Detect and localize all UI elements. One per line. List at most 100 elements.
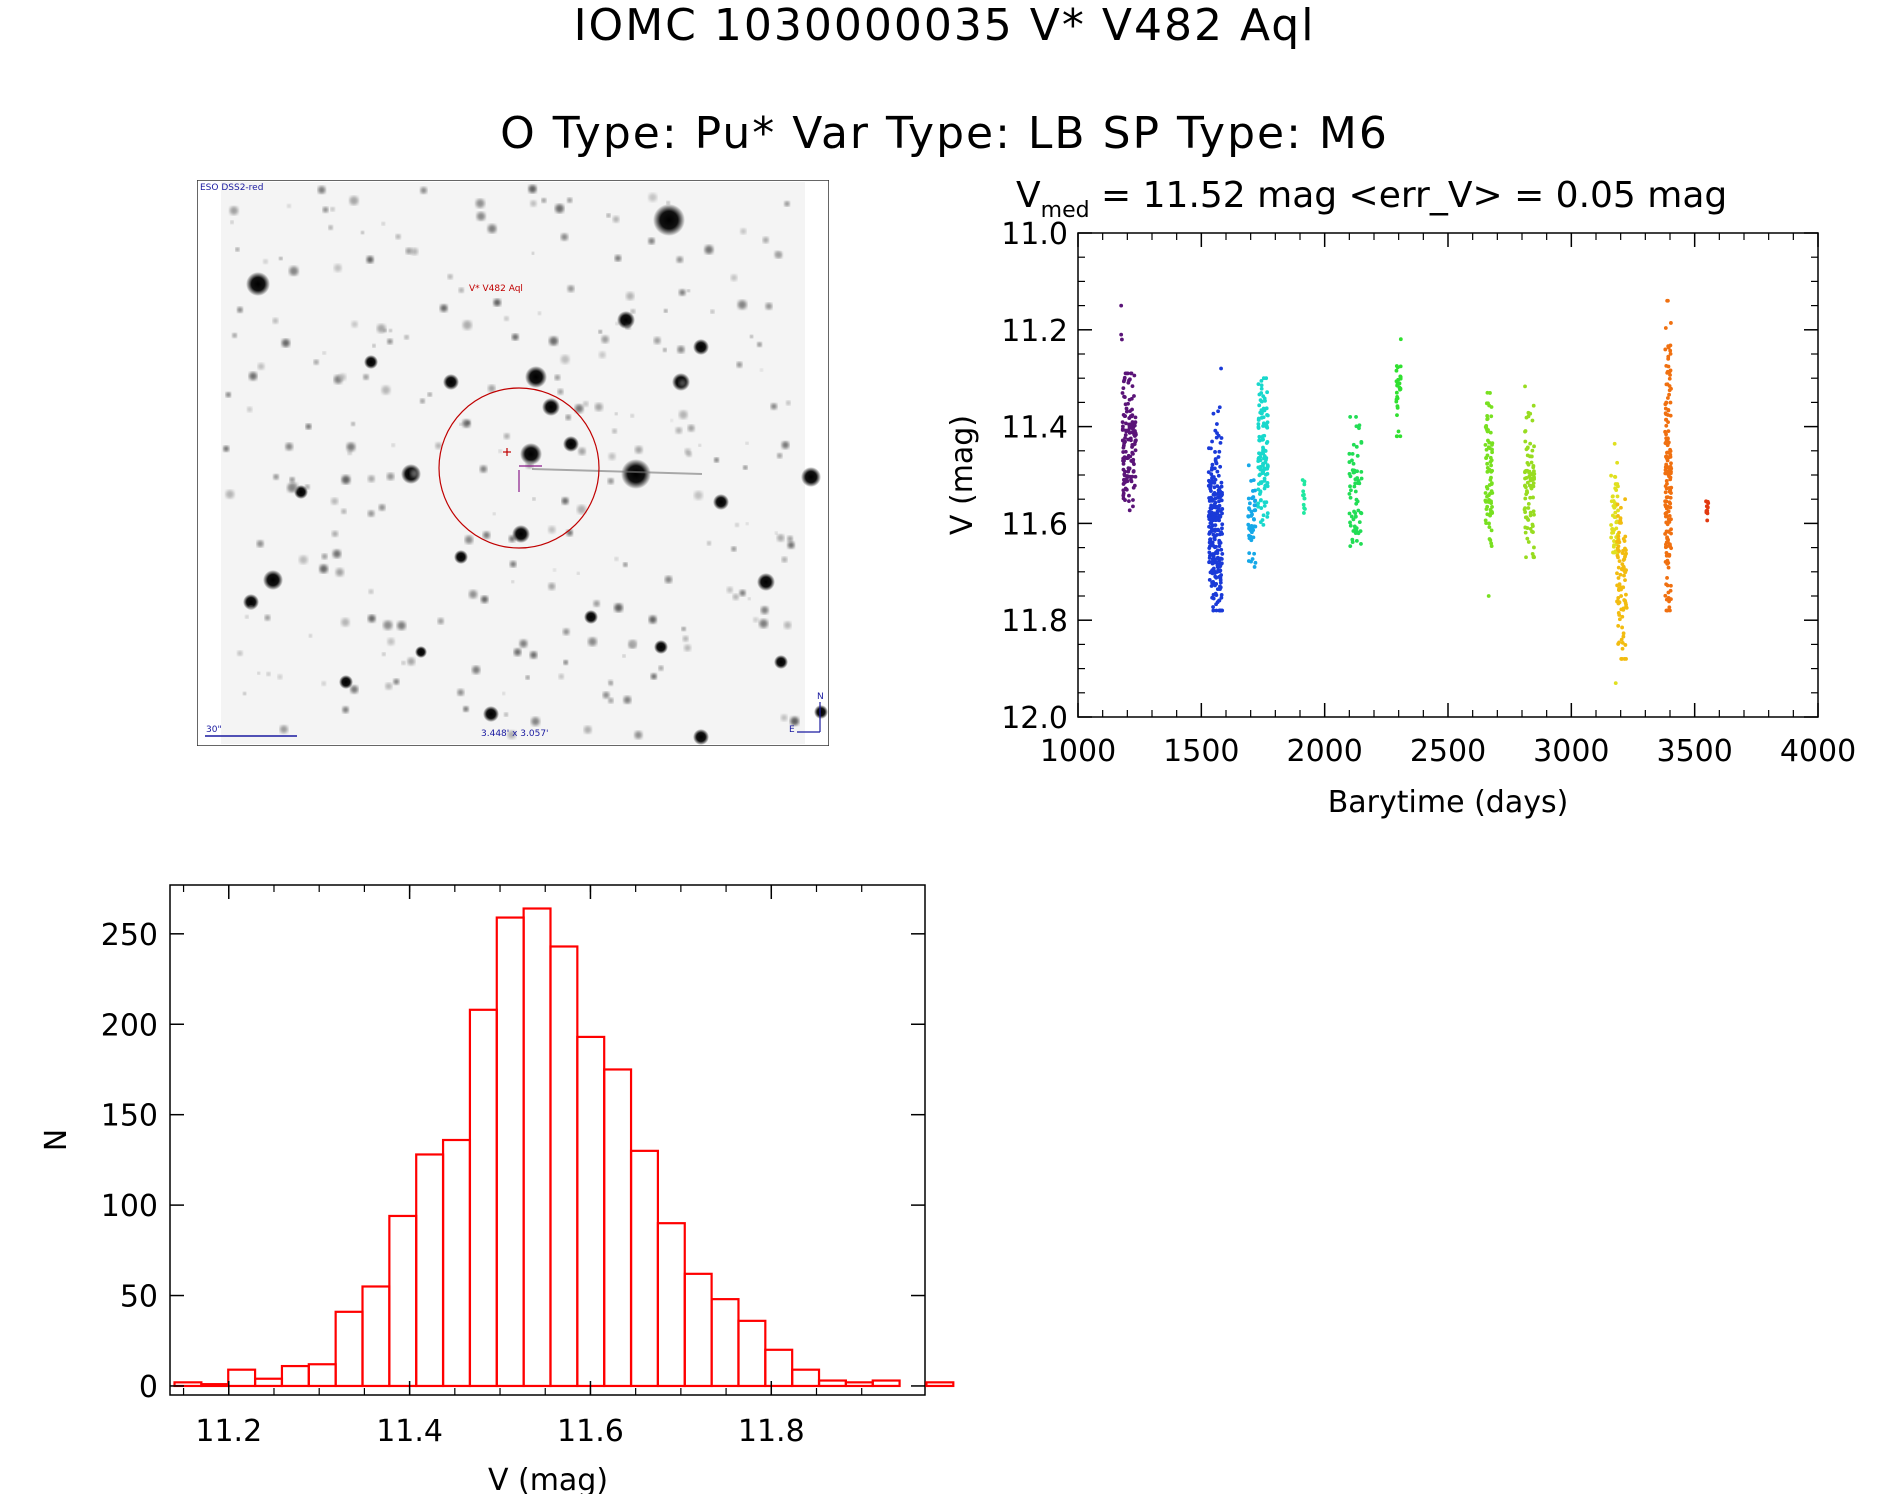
lightcurve-point bbox=[1353, 527, 1358, 531]
finder-star-field bbox=[223, 184, 828, 745]
lightcurve-point bbox=[1265, 511, 1270, 516]
lightcurve-point bbox=[1359, 440, 1364, 445]
finder-star bbox=[714, 457, 719, 463]
lightcurve-point bbox=[1621, 565, 1626, 570]
lightcurve-point bbox=[1665, 608, 1669, 613]
lightcurve-point bbox=[1489, 463, 1494, 468]
lightcurve-point bbox=[1665, 504, 1670, 509]
lightcurve-point bbox=[1527, 469, 1532, 474]
lightcurve-point bbox=[1667, 474, 1671, 479]
lightcurve-point bbox=[1208, 487, 1213, 491]
lightcurve-point bbox=[1665, 382, 1670, 387]
lightcurve-point bbox=[1486, 594, 1491, 598]
lightcurve-point bbox=[1124, 428, 1128, 433]
finder-star bbox=[762, 237, 769, 244]
finder-star bbox=[475, 198, 485, 208]
finder-star bbox=[614, 603, 623, 612]
lightcurve-point bbox=[1668, 454, 1673, 459]
finder-star bbox=[488, 384, 496, 393]
finder-star bbox=[397, 621, 406, 630]
lightcurve-point bbox=[1623, 554, 1627, 559]
lightcurve-point bbox=[1261, 447, 1266, 452]
histogram-bar bbox=[522, 907, 552, 1388]
lightcurve-title: Vmed = 11.52 mag <err_V> = 0.05 mag bbox=[1016, 175, 1727, 223]
lightcurve-point bbox=[1217, 405, 1222, 410]
lightcurve-point bbox=[1123, 436, 1127, 440]
histogram-y-tick-label: 50 bbox=[120, 1280, 158, 1315]
finder-star bbox=[481, 595, 489, 603]
finder-star bbox=[576, 572, 580, 575]
finder-star bbox=[381, 385, 391, 395]
finder-star bbox=[519, 639, 528, 648]
lightcurve-point bbox=[1353, 477, 1358, 482]
lightcurve-point bbox=[1130, 384, 1135, 389]
lightcurve-point bbox=[1613, 510, 1618, 515]
lightcurve-point bbox=[1128, 409, 1132, 414]
lightcurve-point bbox=[1664, 478, 1669, 483]
lightcurve-point bbox=[1262, 476, 1267, 481]
lightcurve-point bbox=[1211, 605, 1215, 609]
lightcurve-point bbox=[1523, 476, 1527, 481]
finder-star-bright bbox=[653, 204, 685, 236]
finder-star bbox=[363, 374, 369, 380]
finder-star bbox=[249, 605, 253, 610]
lightcurve-y-tick-label: 11.6 bbox=[1001, 507, 1068, 542]
finder-star bbox=[635, 446, 643, 454]
finder-star bbox=[735, 522, 739, 527]
finder-star bbox=[472, 665, 481, 674]
finder-chart: ESO DSS2-red V* V482 Aql 30" 3.448' x 3.… bbox=[197, 180, 829, 746]
finder-star bbox=[457, 689, 464, 696]
finder-star bbox=[658, 665, 664, 671]
lightcurve-point bbox=[1301, 492, 1306, 497]
lightcurve-point bbox=[1261, 513, 1266, 518]
finder-star bbox=[687, 424, 695, 432]
lightcurve-point bbox=[1621, 536, 1626, 541]
finder-star-bright bbox=[563, 436, 579, 452]
lightcurve-point bbox=[1122, 473, 1127, 478]
lightcurve-point bbox=[1120, 428, 1125, 432]
lightcurve-point bbox=[1131, 451, 1135, 456]
lightcurve-point bbox=[1215, 431, 1219, 436]
lightcurve-point bbox=[1616, 534, 1621, 539]
lightcurve-point bbox=[1218, 568, 1223, 573]
lightcurve-point bbox=[1122, 394, 1126, 399]
lightcurve-point bbox=[1664, 510, 1669, 515]
lightcurve-point bbox=[1524, 415, 1529, 420]
lightcurve-point bbox=[1668, 400, 1673, 405]
finder-star bbox=[328, 225, 333, 230]
lightcurve-point bbox=[1265, 413, 1270, 418]
lightcurve-point bbox=[1127, 493, 1131, 498]
lightcurve-point bbox=[1524, 492, 1529, 497]
lightcurve-point bbox=[1617, 617, 1622, 622]
finder-star bbox=[427, 392, 432, 397]
lightcurve-point bbox=[1127, 378, 1131, 383]
lightcurve-point bbox=[1530, 418, 1535, 423]
lightcurve-point bbox=[1258, 467, 1263, 472]
lightcurve-point bbox=[1209, 584, 1214, 588]
lightcurve-point bbox=[1523, 483, 1527, 488]
lightcurve-point bbox=[1620, 646, 1625, 651]
lightcurve-point bbox=[1484, 426, 1489, 431]
finder-star bbox=[410, 248, 418, 256]
finder-star bbox=[321, 553, 328, 560]
lightcurve-point bbox=[1215, 516, 1219, 521]
lightcurve-point bbox=[1122, 458, 1126, 463]
finder-star bbox=[765, 302, 773, 310]
finder-star bbox=[759, 619, 768, 628]
histogram-bar bbox=[710, 1298, 740, 1388]
finder-star bbox=[704, 245, 714, 254]
histogram-x-tick-labels: 11.2 11.4 11.6 11.8 bbox=[195, 1414, 804, 1449]
lightcurve-point bbox=[1257, 438, 1262, 443]
lightcurve-title-text: = 11.52 mag <err_V> = 0.05 mag bbox=[1090, 175, 1728, 216]
lightcurve-title-v: V bbox=[1016, 175, 1041, 216]
finder-star bbox=[777, 534, 785, 542]
histogram-y-tick-label: 100 bbox=[101, 1189, 158, 1224]
finder-star bbox=[322, 351, 326, 355]
lightcurve-point bbox=[1133, 448, 1138, 453]
finder-star bbox=[279, 256, 283, 261]
lightcurve-point bbox=[1665, 298, 1670, 303]
lightcurve-point bbox=[1489, 414, 1494, 419]
lightcurve-point bbox=[1663, 490, 1668, 495]
lightcurve-point bbox=[1531, 495, 1535, 500]
lightcurve-point bbox=[1667, 553, 1671, 557]
